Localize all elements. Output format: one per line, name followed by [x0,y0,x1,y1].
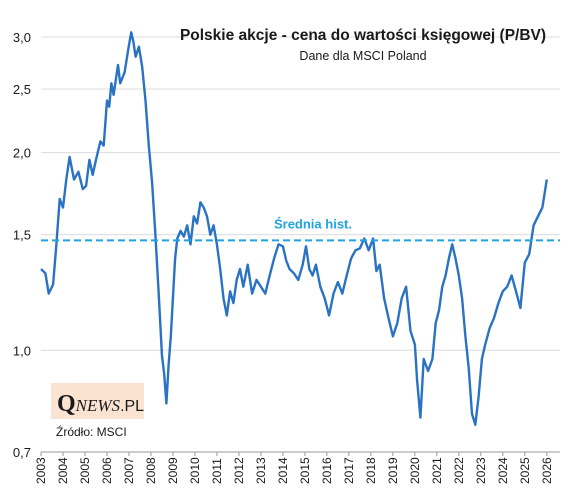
x-tick-label: 2006 [100,457,114,484]
y-axis-ticks: 0,7 1,0 1,5 2,0 2,5 3,0 [13,30,31,460]
x-tick-label: 2022 [452,457,466,484]
source-note: Źródło: MSCI [56,424,127,439]
x-tick-label: 2017 [342,457,356,484]
x-tick-label: 2026 [540,457,554,484]
x-tick-label: 2010 [188,457,202,484]
x-tick-label: 2021 [430,457,444,484]
y-tick-label: 0,7 [13,445,31,460]
x-tick-label: 2020 [408,457,422,484]
y-tick-label: 1,5 [13,228,31,243]
x-tick-label: 2025 [518,457,532,484]
x-tick-label: 2003 [34,457,48,484]
logo-background [51,383,144,419]
logo-text: QNEWS.PL [57,391,144,417]
logo-pl: .PL [120,398,144,415]
x-tick-label: 2015 [298,457,312,484]
y-tick-label: 2,5 [13,82,31,97]
x-tick-label: 2016 [320,457,334,484]
chart-title: Polskie akcje - cena do wartości księgow… [180,27,546,44]
x-tick-label: 2012 [232,457,246,484]
chart-subtitle: Dane dla MSCI Poland [299,49,426,63]
x-tick-label: 2007 [122,457,136,484]
x-tick-label: 2008 [144,457,158,484]
x-tick-label: 2018 [364,457,378,484]
y-tick-label: 1,0 [13,343,31,358]
x-tick-label: 2013 [254,457,268,484]
x-tick-label: 2019 [386,457,400,484]
x-tick-label: 2023 [474,457,488,484]
x-tick-label: 2014 [276,457,290,484]
pbv-series-line [40,31,548,426]
x-tick-label: 2011 [210,458,224,484]
qnews-logo: QNEWS.PL [51,383,144,419]
gridlines [41,36,560,351]
y-tick-label: 2,0 [13,146,31,161]
x-tick-label: 2005 [78,457,92,484]
logo-news: NEWS [75,396,121,415]
y-tick-label: 3,0 [13,30,31,45]
x-tick-label: 2024 [496,457,510,484]
logo-q: Q [57,391,76,417]
x-tick-label: 2004 [56,457,70,484]
historical-average-label: Średnia hist. [274,216,352,231]
x-axis-ticks: 2003 2004 2005 2006 2007 2008 2009 2010 2011 2012… [34,452,554,484]
x-tick-label: 2009 [166,457,180,484]
